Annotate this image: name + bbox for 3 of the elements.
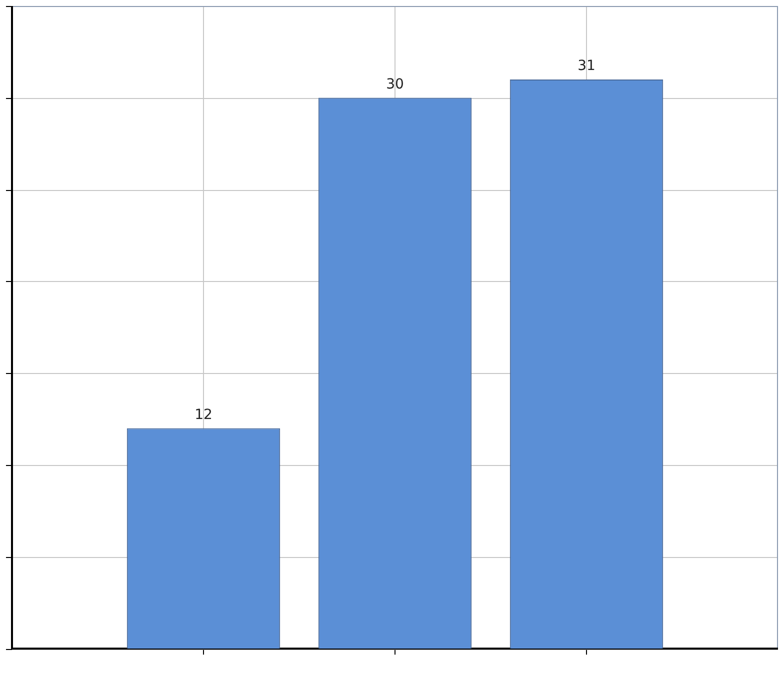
data-label: 12 xyxy=(194,406,212,423)
data-label: 31 xyxy=(578,58,596,74)
data-label: 30 xyxy=(386,76,404,92)
